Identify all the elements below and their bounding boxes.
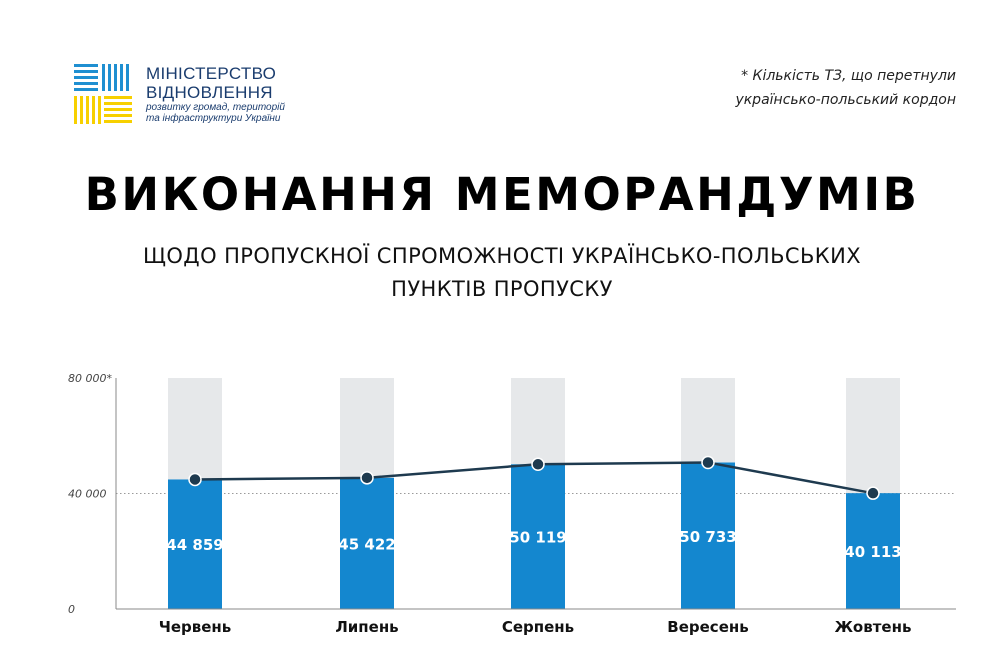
logo-stripe <box>108 64 111 91</box>
x-tick-label: Жовтень <box>835 618 912 636</box>
bar-line-chart: 0 40 000 80 000* 44 859 45 422 50 119 50 733 40… <box>68 372 956 636</box>
bar <box>846 493 900 609</box>
logo-stripe <box>98 96 101 124</box>
line-point <box>866 486 880 500</box>
logo-stripe <box>74 76 98 79</box>
logo-stripe <box>126 64 129 91</box>
ministry-emblem-icon <box>74 64 132 124</box>
logo-title-line2: ВІДНОВЛЕННЯ <box>146 83 273 102</box>
logo-stripe <box>74 96 77 124</box>
line-point <box>531 457 545 472</box>
subtitle-line2: ПУНКТІВ ПРОПУСКУ <box>391 277 613 301</box>
line-point <box>188 472 202 487</box>
bar <box>168 479 222 609</box>
logo-text: МІНІСТЕРСТВО ВІДНОВЛЕННЯ розвитку громад… <box>146 64 285 124</box>
logo-subtitle-line1: розвитку громад, територій <box>146 102 285 113</box>
bar <box>681 462 735 609</box>
y-tick-label: 40 000 <box>68 488 107 501</box>
logo-stripe <box>74 64 98 67</box>
logo-stripe <box>104 102 132 105</box>
logo-stripe <box>74 88 98 91</box>
x-tick-label: Вересень <box>667 618 748 636</box>
x-tick-label: Червень <box>159 618 232 636</box>
line-point <box>360 471 374 485</box>
y-tick-label: 80 000* <box>68 372 112 385</box>
logo-stripe <box>104 96 132 99</box>
x-tick-label: Липень <box>335 618 398 636</box>
logo-stripe <box>92 96 95 124</box>
logo-title-line1: МІНІСТЕРСТВО <box>146 64 277 83</box>
x-tick-label: Серпень <box>502 618 574 636</box>
footnote-line1: * Кількість ТЗ, що перетнули <box>741 68 956 84</box>
bar <box>340 477 394 609</box>
logo-stripe <box>104 108 132 111</box>
logo-stripe <box>114 64 117 91</box>
logo-stripe <box>104 120 132 123</box>
logo-subtitle-line2: та інфраструктури України <box>146 113 281 124</box>
bar-value-label: 50 733 <box>679 528 736 546</box>
footnote: * Кількість ТЗ, що перетнули українсько-… <box>735 64 956 112</box>
logo-stripe <box>80 96 83 124</box>
logo-stripe <box>86 96 89 124</box>
logo-stripe <box>74 70 98 73</box>
bar-value-label: 50 119 <box>509 529 566 547</box>
logo-stripe <box>74 82 98 85</box>
y-tick-label: 0 <box>68 603 75 616</box>
bar <box>511 464 565 609</box>
logo-stripe <box>120 64 123 91</box>
ministry-logo: МІНІСТЕРСТВО ВІДНОВЛЕННЯ розвитку громад… <box>72 62 312 128</box>
bar-value-label: 45 422 <box>338 535 395 553</box>
line-point <box>701 455 715 470</box>
bar-value-label: 40 113 <box>844 543 901 561</box>
footnote-line2: українсько-польський кордон <box>735 92 956 108</box>
page-subtitle: ЩОДО ПРОПУСКНОЇ СПРОМОЖНОСТІ УКРАЇНСЬКО-… <box>0 240 1004 306</box>
subtitle-line1: ЩОДО ПРОПУСКНОЇ СПРОМОЖНОСТІ УКРАЇНСЬКО-… <box>142 244 862 268</box>
logo-stripe <box>102 64 105 91</box>
bar-value-label: 44 859 <box>166 536 223 554</box>
logo-stripe <box>104 114 132 117</box>
page-title: ВИКОНАННЯ МЕМОРАНДУМІВ <box>84 168 920 221</box>
